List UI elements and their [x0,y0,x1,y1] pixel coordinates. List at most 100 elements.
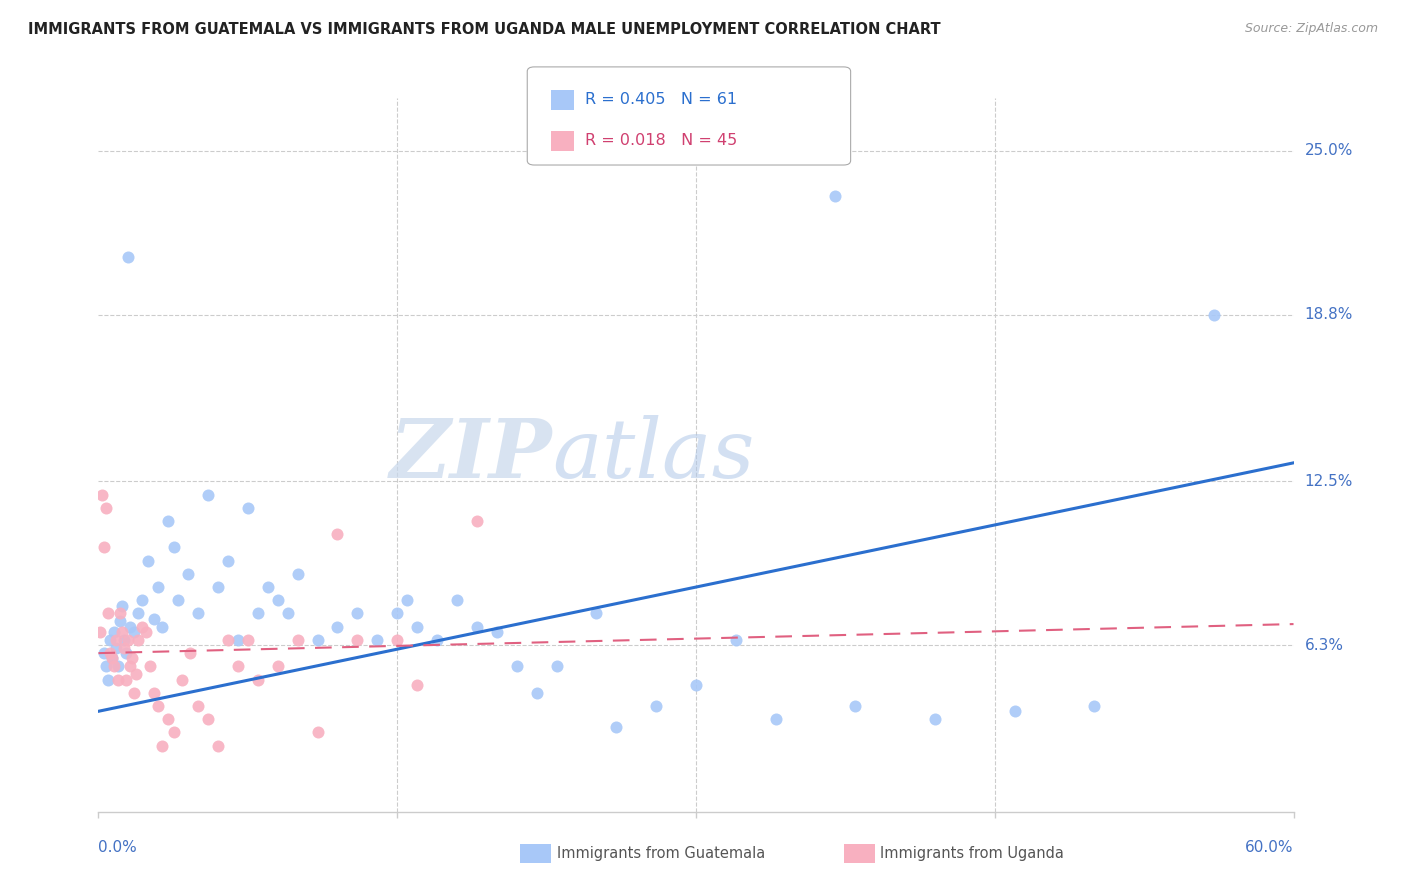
Point [685,678,707,692]
Point [226,659,249,673]
Point [197,712,219,726]
Point [765,712,787,726]
Point [187,698,209,713]
Point [396,593,419,607]
Point [110,615,132,629]
Point [93,541,115,555]
Point [207,739,229,753]
Point [115,646,138,660]
Point [406,678,429,692]
Text: Immigrants from Uganda: Immigrants from Uganda [880,847,1064,861]
Point [98,646,122,660]
Point [131,620,153,634]
Point [148,698,170,713]
Point [1202,308,1225,322]
Point [101,651,124,665]
Text: IMMIGRANTS FROM GUATEMALA VS IMMIGRANTS FROM UGANDA MALE UNEMPLOYMENT CORRELATIO: IMMIGRANTS FROM GUATEMALA VS IMMIGRANTS … [28,22,941,37]
Point [287,632,309,647]
Text: 12.5%: 12.5% [1305,474,1353,489]
Point [326,527,349,541]
Point [115,673,138,687]
Point [236,500,259,515]
Point [346,607,368,621]
Text: 6.3%: 6.3% [1305,638,1344,653]
Point [426,632,449,647]
Point [236,632,259,647]
Text: Source: ZipAtlas.com: Source: ZipAtlas.com [1244,22,1378,36]
Point [267,593,290,607]
Text: 0.0%: 0.0% [98,840,138,855]
Point [112,640,135,655]
Point [124,625,146,640]
Point [96,659,118,673]
Point [163,725,186,739]
Point [98,632,122,647]
Point [179,646,201,660]
Point [385,607,409,621]
Point [217,632,239,647]
Point [246,607,269,621]
Point [121,651,143,665]
Point [103,625,125,640]
Point [307,725,329,739]
Point [465,514,488,528]
Point [465,620,488,634]
Point [824,189,846,203]
Point [163,541,186,555]
Point [93,646,115,660]
Point [1004,704,1026,718]
Text: 18.8%: 18.8% [1305,308,1353,322]
Text: 25.0%: 25.0% [1305,144,1353,159]
Point [645,698,668,713]
Text: atlas: atlas [553,415,755,495]
Text: 60.0%: 60.0% [1246,840,1294,855]
Point [131,593,153,607]
Point [111,599,134,613]
Point [148,580,170,594]
Point [150,620,173,634]
Point [187,607,209,621]
Point [157,712,180,726]
Point [124,686,146,700]
Point [446,593,468,607]
Point [105,640,128,655]
Point [105,632,128,647]
Point [97,607,120,621]
Point [125,667,148,681]
Point [1083,698,1105,713]
Point [277,607,299,621]
Point [101,651,124,665]
Text: R = 0.405   N = 61: R = 0.405 N = 61 [585,93,737,107]
Point [924,712,946,726]
Point [127,607,149,621]
Text: Immigrants from Guatemala: Immigrants from Guatemala [557,847,765,861]
Point [485,625,508,640]
Point [120,620,142,634]
Point [120,659,142,673]
Point [385,632,409,647]
Point [546,659,568,673]
Text: ZIP: ZIP [389,415,553,495]
Point [844,698,866,713]
Point [307,632,329,647]
Point [136,554,159,568]
Point [127,632,149,647]
Text: R = 0.018   N = 45: R = 0.018 N = 45 [585,134,737,148]
Point [112,632,135,647]
Point [89,625,111,640]
Point [506,659,529,673]
Point [91,487,114,501]
Point [107,673,129,687]
Point [207,580,229,594]
Point [406,620,429,634]
Point [326,620,349,634]
Point [226,632,249,647]
Point [605,720,627,734]
Point [107,659,129,673]
Point [246,673,269,687]
Point [150,739,173,753]
Point [724,632,747,647]
Point [103,659,125,673]
Point [117,250,139,264]
Point [287,566,309,581]
